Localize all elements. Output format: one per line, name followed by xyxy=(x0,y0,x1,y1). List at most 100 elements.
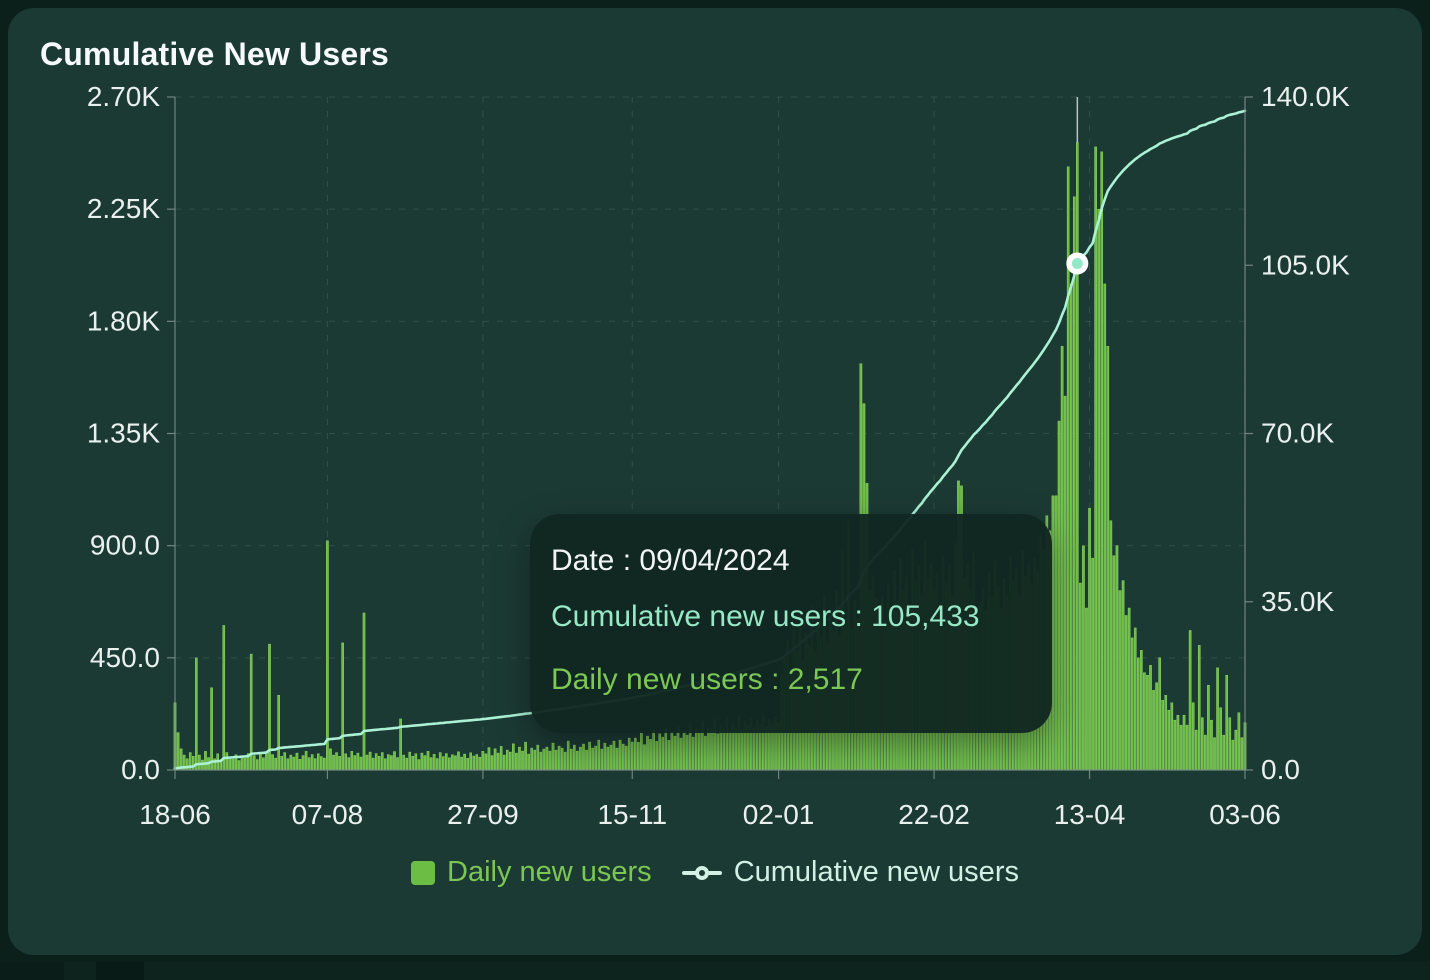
daily-bar[interactable] xyxy=(195,657,198,771)
daily-bar[interactable] xyxy=(585,749,588,771)
daily-bar[interactable] xyxy=(1228,717,1232,771)
daily-bar[interactable] xyxy=(1201,717,1204,771)
daily-bar[interactable] xyxy=(539,751,543,771)
daily-bar[interactable] xyxy=(1149,665,1152,771)
daily-bar[interactable] xyxy=(176,732,180,771)
daily-bar[interactable] xyxy=(591,747,594,771)
daily-bar[interactable] xyxy=(451,754,454,771)
daily-bar[interactable] xyxy=(1133,627,1137,771)
daily-bar[interactable] xyxy=(734,727,738,771)
daily-bar[interactable] xyxy=(408,751,412,771)
daily-bar[interactable] xyxy=(716,733,719,771)
daily-bar[interactable] xyxy=(481,751,485,771)
daily-bar[interactable] xyxy=(1234,729,1238,771)
daily-bar[interactable] xyxy=(685,734,689,771)
daily-bar[interactable] xyxy=(658,733,662,771)
daily-bar[interactable] xyxy=(1100,151,1104,771)
daily-bar[interactable] xyxy=(664,727,668,771)
daily-bar[interactable] xyxy=(1240,737,1244,771)
daily-bar[interactable] xyxy=(313,758,317,771)
daily-bar[interactable] xyxy=(1197,645,1201,771)
daily-bar[interactable] xyxy=(667,740,671,771)
daily-bar[interactable] xyxy=(298,759,302,771)
daily-bar[interactable] xyxy=(728,731,732,771)
daily-bar[interactable] xyxy=(536,744,540,771)
daily-bar[interactable] xyxy=(524,741,527,771)
daily-bar[interactable] xyxy=(429,757,433,771)
daily-bar[interactable] xyxy=(600,748,604,771)
daily-bar[interactable] xyxy=(326,540,329,771)
daily-bar[interactable] xyxy=(569,748,573,771)
daily-bar[interactable] xyxy=(502,754,506,771)
daily-bar[interactable] xyxy=(682,730,686,771)
daily-bar[interactable] xyxy=(1060,346,1064,771)
daily-bar[interactable] xyxy=(646,735,649,771)
daily-bar[interactable] xyxy=(505,749,509,771)
daily-bar[interactable] xyxy=(752,727,756,771)
daily-bar[interactable] xyxy=(551,742,555,771)
daily-bar[interactable] xyxy=(1207,685,1210,771)
daily-bar[interactable] xyxy=(597,739,601,771)
daily-bar[interactable] xyxy=(493,748,497,771)
daily-bar[interactable] xyxy=(509,751,512,771)
daily-bar[interactable] xyxy=(637,742,640,771)
daily-bar[interactable] xyxy=(694,728,698,771)
daily-bar[interactable] xyxy=(1194,729,1198,771)
daily-bar[interactable] xyxy=(1216,667,1219,771)
daily-bar[interactable] xyxy=(362,612,366,771)
daily-bar[interactable] xyxy=(624,745,628,771)
daily-bar[interactable] xyxy=(1191,702,1195,771)
daily-bar[interactable] xyxy=(438,752,442,771)
daily-bar[interactable] xyxy=(435,758,439,771)
daily-bar[interactable] xyxy=(1185,724,1189,771)
daily-bar[interactable] xyxy=(557,745,561,771)
daily-bar[interactable] xyxy=(335,752,338,771)
daily-bar[interactable] xyxy=(286,758,290,771)
daily-bar[interactable] xyxy=(1176,714,1180,771)
daily-bar[interactable] xyxy=(237,760,241,771)
daily-bar[interactable] xyxy=(274,757,277,771)
daily-bar[interactable] xyxy=(472,755,476,771)
daily-bar[interactable] xyxy=(496,752,500,771)
daily-bar[interactable] xyxy=(710,730,713,771)
daily-bar[interactable] xyxy=(548,750,552,771)
daily-bar[interactable] xyxy=(191,756,195,771)
daily-bar[interactable] xyxy=(414,753,418,771)
daily-bar[interactable] xyxy=(338,756,341,771)
daily-bar[interactable] xyxy=(423,755,427,771)
daily-bar[interactable] xyxy=(679,737,683,771)
daily-bar[interactable] xyxy=(1121,580,1125,771)
daily-bar[interactable] xyxy=(484,753,488,771)
daily-bar[interactable] xyxy=(469,752,472,771)
daily-bar[interactable] xyxy=(1109,520,1113,771)
daily-bar[interactable] xyxy=(463,753,466,771)
daily-bar[interactable] xyxy=(560,747,564,771)
daily-bar[interactable] xyxy=(228,756,232,771)
daily-bar[interactable] xyxy=(1124,615,1128,771)
daily-bar[interactable] xyxy=(490,755,494,771)
daily-bar[interactable] xyxy=(1094,146,1097,771)
daily-bar[interactable] xyxy=(374,753,378,771)
daily-bar[interactable] xyxy=(740,729,744,771)
daily-bar[interactable] xyxy=(347,757,351,771)
daily-bar[interactable] xyxy=(1063,395,1067,771)
daily-bar[interactable] xyxy=(445,753,448,771)
daily-bar[interactable] xyxy=(521,750,524,771)
daily-bar[interactable] xyxy=(615,747,619,771)
daily-bar[interactable] xyxy=(1140,650,1143,771)
daily-bar[interactable] xyxy=(673,735,677,771)
daily-bar[interactable] xyxy=(576,750,579,771)
daily-bar[interactable] xyxy=(457,751,460,771)
daily-bar[interactable] xyxy=(231,758,235,771)
legend-item-daily[interactable]: Daily new users xyxy=(411,856,652,889)
daily-bar[interactable] xyxy=(411,756,415,771)
daily-bar[interactable] xyxy=(566,740,570,771)
daily-bar[interactable] xyxy=(512,743,515,771)
daily-bar[interactable] xyxy=(271,754,274,771)
daily-bar[interactable] xyxy=(475,754,479,771)
daily-bar[interactable] xyxy=(1088,508,1091,771)
daily-bar[interactable] xyxy=(1076,142,1079,771)
daily-bar[interactable] xyxy=(329,748,332,771)
daily-bar[interactable] xyxy=(304,751,308,771)
